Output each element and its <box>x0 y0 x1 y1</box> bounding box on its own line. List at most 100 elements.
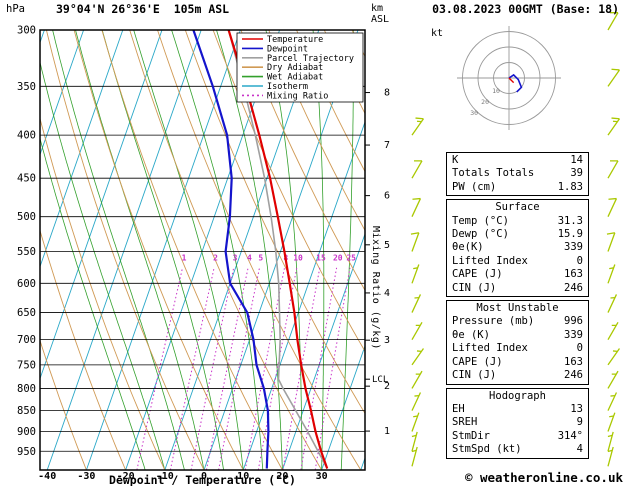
stat-label: Lifted Index <box>452 342 528 355</box>
stat-row: SREH 9 <box>447 416 588 429</box>
stat-row: CIN (J) 246 <box>447 369 588 382</box>
stat-row: CIN (J) 246 <box>447 282 588 295</box>
svg-text:-40: -40 <box>38 471 56 482</box>
svg-text:950: 950 <box>17 446 36 458</box>
svg-text:6: 6 <box>384 191 390 202</box>
wind-barb <box>411 322 423 340</box>
wind-barb <box>411 197 422 217</box>
svg-text:350: 350 <box>17 81 36 93</box>
stat-value: 246 <box>564 281 583 294</box>
stat-value: 15.9 <box>557 228 583 241</box>
run-datetime: 03.08.2023 00GMT (Base: 18) <box>432 2 619 16</box>
svg-text:0: 0 <box>201 471 207 482</box>
stat-row: CAPE (J) 163 <box>447 356 588 369</box>
stat-label: Totals Totals <box>452 167 535 180</box>
stat-value: 314° <box>557 429 583 442</box>
wind-barb <box>607 431 614 452</box>
wind-barb <box>607 412 616 432</box>
height-axis-km-label: km <box>371 3 384 14</box>
stat-row: Lifted Index 0 <box>447 342 588 355</box>
wind-barb <box>411 431 418 452</box>
temperature-curve <box>227 30 329 469</box>
wind-barb <box>410 232 420 252</box>
svg-text:550: 550 <box>17 246 36 258</box>
stat-label: CIN (J) <box>452 281 497 294</box>
svg-text:5: 5 <box>384 240 390 251</box>
wind-barb <box>411 392 422 411</box>
svg-text:450: 450 <box>17 173 36 185</box>
stat-value: 13 <box>570 402 583 415</box>
svg-text:300: 300 <box>17 25 36 37</box>
svg-text:25: 25 <box>346 253 356 262</box>
wind-barb <box>411 348 425 366</box>
svg-text:10: 10 <box>492 87 500 95</box>
stat-row: Dewp (°C) 15.9 <box>447 228 588 241</box>
wind-barb <box>411 412 420 432</box>
wind-barb <box>411 264 420 284</box>
wind-barb <box>607 370 619 389</box>
svg-text:700: 700 <box>17 334 36 346</box>
stat-row: Pressure (mb) 996 <box>447 315 588 328</box>
svg-text:30: 30 <box>470 109 478 117</box>
stat-row: EH 13 <box>447 403 588 416</box>
stat-row: Lifted Index 0 <box>447 255 588 268</box>
svg-text:15: 15 <box>316 253 326 262</box>
stat-label: StmSpd (kt) <box>452 443 522 456</box>
svg-text:2: 2 <box>384 381 390 392</box>
stat-label: CAPE (J) <box>452 268 503 281</box>
copyright: © weatheronline.co.uk <box>464 470 623 485</box>
stat-label: CAPE (J) <box>452 355 503 368</box>
svg-text:30: 30 <box>316 471 328 482</box>
mixing-ratio-labels: 1 2 3 4 5 8 10 15 20 25 <box>182 253 357 262</box>
svg-text:10: 10 <box>237 471 249 482</box>
temp-tick-labels: -40 -30 -20 -10 0 10 20 30 <box>38 471 327 482</box>
stat-value: 339 <box>564 241 583 254</box>
storm-motion-vector <box>508 77 515 84</box>
wind-barb <box>607 12 619 31</box>
svg-text:4: 4 <box>384 288 390 299</box>
svg-text:800: 800 <box>17 383 36 395</box>
svg-text:10: 10 <box>293 253 303 262</box>
svg-text:3: 3 <box>233 253 238 262</box>
stats-section: K 14 Totals Totals 39 PW (cm) 1.83 <box>446 152 589 197</box>
height-axis-unit: km ASL <box>371 3 389 25</box>
stat-label: Lifted Index <box>452 254 528 267</box>
svg-text:650: 650 <box>17 307 36 319</box>
stat-value: 163 <box>564 268 583 281</box>
stat-row: CAPE (J) 163 <box>447 268 588 281</box>
svg-text:-30: -30 <box>77 471 95 482</box>
svg-text:4: 4 <box>247 253 252 262</box>
svg-text:7: 7 <box>384 140 390 151</box>
stat-label: Temp (°C) <box>452 214 509 227</box>
wind-barb <box>411 294 422 313</box>
stat-value: 9 <box>576 416 583 429</box>
wind-barb <box>607 264 616 284</box>
hodograph-trace <box>508 73 523 93</box>
legend-label: Parcel Trajectory <box>267 54 354 64</box>
wind-barb <box>411 370 423 389</box>
stats-section: Most Unstable Pressure (mb) 996 θe (K) 339 Li… <box>446 300 589 385</box>
stat-label: K <box>452 154 459 166</box>
stat-value: 4 <box>576 443 583 456</box>
stat-value: 14 <box>570 154 583 166</box>
stat-row: Totals Totals 39 <box>447 167 588 180</box>
stat-label: SREH <box>452 416 478 429</box>
height-axis-asl-label: ASL <box>371 14 390 25</box>
stats-section: Hodograph EH 13 SREH 9 StmDir 314° StmSpd (kt) 4 <box>446 387 589 459</box>
stat-label: θe(K) <box>452 241 484 254</box>
stat-row: K 14 <box>447 154 588 167</box>
svg-text:1: 1 <box>182 253 187 262</box>
legend-label: Temperature <box>267 35 323 45</box>
pressure-gridlines: 300 350 400 450 500 550 600 650 700 750 800 850 900 9… <box>17 25 365 458</box>
svg-text:20: 20 <box>333 253 343 262</box>
sounding-profiles <box>192 30 329 469</box>
mixing-ratio-axis-label: Mixing Ratio (g/kg) <box>370 226 381 350</box>
svg-text:5: 5 <box>258 253 263 262</box>
stats-section-header: Surface <box>495 201 540 214</box>
stat-label: θe (K) <box>452 328 490 341</box>
lcl-label: LCL <box>372 375 388 385</box>
temp-axis-label: Dewpoint / Temperature (°C) <box>109 473 296 486</box>
